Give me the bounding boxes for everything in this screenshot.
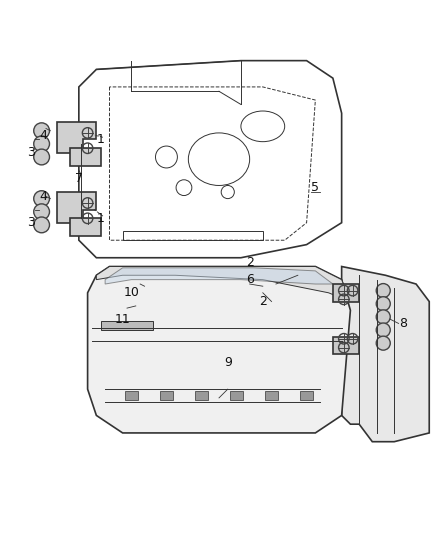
Text: 3: 3 — [27, 216, 35, 229]
Polygon shape — [342, 266, 429, 442]
Circle shape — [376, 310, 390, 324]
Text: 7: 7 — [75, 172, 83, 185]
Polygon shape — [101, 321, 153, 330]
Bar — [265, 391, 278, 400]
Text: 3: 3 — [27, 146, 35, 159]
Polygon shape — [333, 336, 359, 354]
Text: 6: 6 — [246, 273, 254, 286]
Text: 1: 1 — [97, 212, 105, 225]
Circle shape — [34, 217, 49, 233]
Circle shape — [376, 284, 390, 297]
Text: 4: 4 — [40, 128, 48, 142]
Bar — [125, 391, 138, 400]
Polygon shape — [333, 284, 359, 302]
Polygon shape — [70, 148, 101, 166]
Polygon shape — [96, 266, 350, 302]
Text: 4: 4 — [40, 190, 48, 203]
Circle shape — [34, 123, 49, 139]
Polygon shape — [88, 266, 350, 433]
Bar — [195, 391, 208, 400]
Circle shape — [376, 323, 390, 337]
Polygon shape — [105, 268, 333, 284]
Circle shape — [34, 191, 49, 206]
Polygon shape — [57, 192, 96, 223]
Polygon shape — [57, 122, 96, 152]
Bar — [300, 391, 313, 400]
Circle shape — [34, 149, 49, 165]
Text: 11: 11 — [115, 312, 131, 326]
Circle shape — [376, 297, 390, 311]
Text: 8: 8 — [399, 317, 407, 330]
Circle shape — [34, 136, 49, 152]
Text: 5: 5 — [311, 181, 319, 194]
Text: 2: 2 — [259, 295, 267, 308]
Circle shape — [376, 336, 390, 350]
Text: 10: 10 — [124, 286, 139, 300]
Text: 2: 2 — [246, 256, 254, 269]
Bar — [160, 391, 173, 400]
Circle shape — [34, 204, 49, 220]
Polygon shape — [70, 219, 101, 236]
Text: 9: 9 — [224, 357, 232, 369]
Bar — [230, 391, 243, 400]
Text: 1: 1 — [97, 133, 105, 146]
